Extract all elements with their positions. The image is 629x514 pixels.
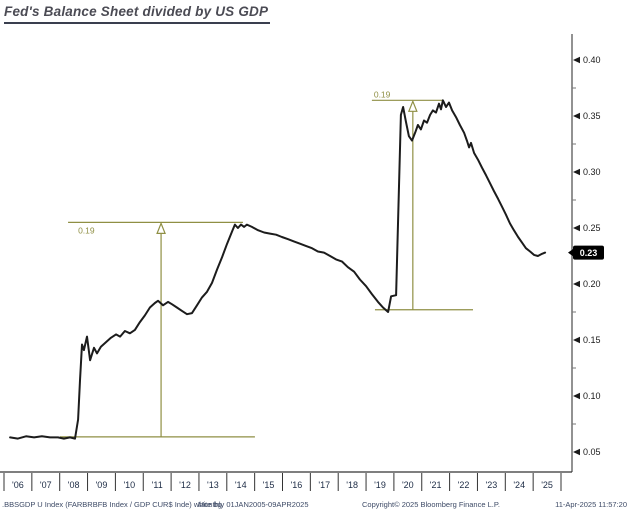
annotation-arrowhead-icon xyxy=(407,99,418,112)
footer-copyright: Copyright© 2025 Bloomberg Finance L.P. xyxy=(362,500,500,509)
y-tick-label: 0.15 xyxy=(583,335,601,345)
footer-timestamp: 11-Apr-2025 11:57:20 xyxy=(555,500,627,509)
x-year-label: '10 xyxy=(123,480,135,490)
annotation-arrowhead-icon xyxy=(156,221,166,234)
x-year-label: '24 xyxy=(513,480,525,490)
chart-footer: .BBSGDP U Index (FARBRBFB Index / GDP CU… xyxy=(0,500,629,512)
y-tick-arrow-icon xyxy=(573,280,580,288)
x-year-label: '09 xyxy=(96,480,108,490)
x-axis: '06 '07 '08 '09 '10 '11 '12 '13 '14 '15 '16 '17 '18 '… xyxy=(0,471,572,491)
x-year-label: '06 xyxy=(12,480,24,490)
x-year-label: '20 xyxy=(402,480,414,490)
annotation-value-label: 0.19 xyxy=(78,225,95,235)
y-tick-label: 0.10 xyxy=(583,391,601,401)
x-year-label: '23 xyxy=(486,480,498,490)
x-year-label: '14 xyxy=(235,480,247,490)
badge-box xyxy=(573,245,604,260)
x-year-label: '22 xyxy=(458,480,470,490)
y-tick-label: 0.35 xyxy=(583,111,601,121)
y-tick-label: 0.20 xyxy=(583,279,601,289)
badge-value-label: 0.23 xyxy=(580,248,598,258)
series-line xyxy=(9,99,547,440)
y-tick-label: 0.40 xyxy=(583,55,601,65)
last-value-badge: 0.23 xyxy=(568,245,604,260)
x-year-label: '12 xyxy=(179,480,191,490)
y-tick-label: 0.25 xyxy=(583,223,601,233)
x-year-label: '19 xyxy=(374,480,386,490)
annotation-arrow-1: 0.19 xyxy=(59,221,255,438)
y-tick-arrow-icon xyxy=(573,56,580,64)
x-year-label: '17 xyxy=(318,480,330,490)
y-tick-arrow-icon xyxy=(573,392,580,400)
footer-periodicity: Monthly 01JAN2005-09APR2025 xyxy=(198,500,309,509)
x-year-label: '07 xyxy=(40,480,52,490)
footer-ticker-info: .BBSGDP U Index (FARBRBFB Index / GDP CU… xyxy=(2,500,222,509)
x-year-label: '13 xyxy=(207,480,219,490)
x-year-label: '08 xyxy=(68,480,80,490)
x-year-label: '18 xyxy=(346,480,358,490)
y-tick-arrow-icon xyxy=(573,224,580,232)
x-year-label: '15 xyxy=(263,480,275,490)
x-year-label: '21 xyxy=(430,480,442,490)
y-tick-label: 0.05 xyxy=(583,447,601,457)
y-tick-arrow-icon xyxy=(573,336,580,344)
annotation-arrow-2: 0.19 xyxy=(371,89,473,311)
chart-title-wrap: Fed's Balance Sheet divided by US GDP xyxy=(4,3,271,24)
chart-title: Fed's Balance Sheet divided by US GDP xyxy=(4,4,271,24)
x-year-label: '16 xyxy=(291,480,303,490)
y-axis: 0.40 0.35 0.30 0.25 0.20 0.15 0.10 0.05 xyxy=(571,34,601,472)
y-tick-arrow-icon xyxy=(573,448,580,456)
y-tick-arrow-icon xyxy=(573,168,580,176)
x-year-label: '11 xyxy=(152,480,163,490)
annotation-value-label: 0.19 xyxy=(374,89,391,99)
y-tick-label: 0.30 xyxy=(583,167,601,177)
x-year-label: '25 xyxy=(541,480,553,490)
y-tick-arrow-icon xyxy=(573,112,580,120)
